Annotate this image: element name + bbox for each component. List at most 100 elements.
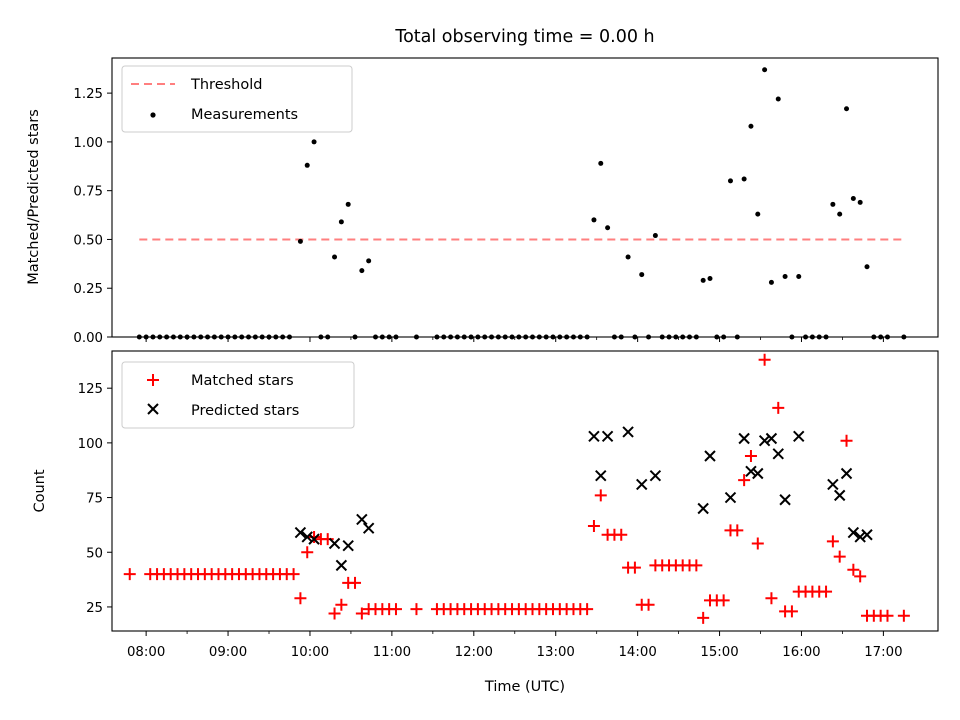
- ratio-y-tick-label: 1.25: [73, 87, 103, 102]
- ratio-y-tick-label: 0.75: [73, 185, 103, 200]
- matched-star-point: [840, 434, 853, 447]
- count-legend-matched-swatch: [147, 374, 159, 386]
- measurement-point: [850, 195, 856, 201]
- measurement-point: [338, 219, 344, 225]
- matched-star-point: [615, 528, 628, 541]
- x-tick-label: 14:00: [618, 645, 656, 660]
- x-tick-label: 08:00: [127, 645, 165, 660]
- predicted-star-point: [724, 491, 737, 504]
- ratio-legend-measurements-label: Measurements: [191, 107, 298, 123]
- count-legend-matched-label: Matched stars: [191, 373, 294, 389]
- measurement-point: [297, 238, 303, 244]
- matched-star-point: [355, 607, 368, 620]
- matched-star-point: [772, 401, 785, 414]
- count-plot-frame: [111, 350, 939, 632]
- ratio-legend: Threshold Measurements: [121, 65, 353, 133]
- ratio-legend-box: [121, 65, 353, 133]
- measurement-point: [707, 275, 713, 281]
- predicted-star-point: [335, 559, 348, 572]
- matched-star-point: [847, 563, 860, 576]
- count-legend-box: [121, 361, 355, 429]
- ratio-marks: [136, 67, 907, 340]
- matched-star-point: [294, 592, 307, 605]
- matched-star-point: [349, 576, 362, 589]
- x-tick-label: 09:00: [209, 645, 247, 660]
- predicted-star-point: [779, 494, 791, 506]
- predicted-star-point: [861, 529, 873, 541]
- predicted-star-point: [342, 539, 354, 552]
- matched-star-point: [765, 592, 778, 605]
- measurement-point: [652, 233, 658, 239]
- predicted-star-point: [356, 513, 368, 526]
- predicted-star-point: [772, 448, 784, 460]
- matched-star-point: [744, 450, 757, 462]
- measurement-point: [775, 96, 781, 102]
- matched-star-point: [751, 537, 764, 550]
- predicted-star-point: [362, 522, 375, 534]
- ratio-y-tick-label: 0.25: [73, 282, 103, 297]
- matched-star-point: [308, 530, 321, 543]
- matched-star-point: [287, 568, 300, 581]
- measurement-point: [359, 268, 365, 274]
- predicted-star-point: [752, 467, 764, 480]
- matched-star-point: [690, 559, 703, 572]
- predicted-star-point: [588, 430, 600, 443]
- x-tick-label: 17:00: [864, 645, 902, 660]
- measurement-point: [782, 274, 788, 280]
- matched-star-point: [642, 598, 655, 611]
- x-tick-label: 15:00: [700, 645, 738, 660]
- matched-star-point: [758, 353, 771, 366]
- measurement-point: [332, 254, 338, 260]
- matched-star-point: [826, 535, 839, 548]
- measurement-point: [345, 201, 351, 207]
- predicted-star-point: [636, 478, 648, 491]
- measurement-point: [366, 258, 372, 264]
- measurement-point: [762, 67, 768, 73]
- matched-star-point: [881, 609, 894, 622]
- ratio-legend-threshold-label: Threshold: [190, 77, 262, 93]
- count-y-tick-label: 25: [86, 601, 103, 616]
- count-y-tick-label: 100: [78, 437, 103, 452]
- x-tick-label: 16:00: [782, 645, 820, 660]
- count-y-tick-label: 75: [86, 492, 103, 507]
- x-tick-label: 10:00: [291, 645, 329, 660]
- measurement-point: [837, 211, 843, 217]
- x-tick-label: 13:00: [537, 645, 575, 660]
- matched-star-point: [785, 605, 798, 618]
- predicted-star-point: [697, 502, 709, 515]
- ratio-panel: 0.00 0.25 0.50 0.75 1.00 1.25 Matched/Predict…: [26, 57, 939, 346]
- ratio-y-tick-label: 0.50: [73, 233, 103, 248]
- matched-star-point: [335, 598, 348, 611]
- measurement-point: [625, 254, 631, 260]
- matched-star-point: [897, 609, 910, 622]
- predicted-star-point: [765, 432, 778, 445]
- ratio-legend-measurements-swatch: [150, 112, 156, 118]
- ratio-y-ticks: 0.00 0.25 0.50 0.75 1.00 1.25: [73, 87, 112, 346]
- count-y-tick-label: 125: [78, 382, 103, 397]
- measurement-point: [727, 178, 733, 184]
- x-tick-label: 12:00: [455, 645, 493, 660]
- predicted-star-point: [301, 531, 313, 543]
- matched-star-point: [854, 570, 867, 583]
- measurement-point: [830, 201, 836, 207]
- ratio-y-tick-label: 0.00: [73, 331, 103, 346]
- measurement-point: [639, 272, 645, 278]
- x-tick-label: 11:00: [373, 645, 411, 660]
- measurement-point: [598, 160, 604, 166]
- measurement-point: [700, 277, 706, 283]
- matched-star-point: [717, 594, 730, 607]
- matched-star-point: [731, 524, 744, 537]
- predicted-star-point: [294, 526, 307, 539]
- predicted-star-point: [738, 432, 750, 445]
- count-legend: Matched stars Predicted stars: [121, 361, 355, 429]
- count-y-tick-label: 50: [86, 546, 103, 561]
- count-marks: [123, 353, 910, 624]
- ratio-y-axis-label: Matched/Predicted stars: [26, 109, 42, 285]
- matched-star-point: [410, 603, 423, 616]
- measurement-point: [796, 274, 802, 280]
- measurement-point: [304, 162, 310, 168]
- matched-star-point: [820, 585, 833, 598]
- predicted-star-point: [854, 531, 866, 543]
- count-y-axis-label: Count: [32, 469, 48, 512]
